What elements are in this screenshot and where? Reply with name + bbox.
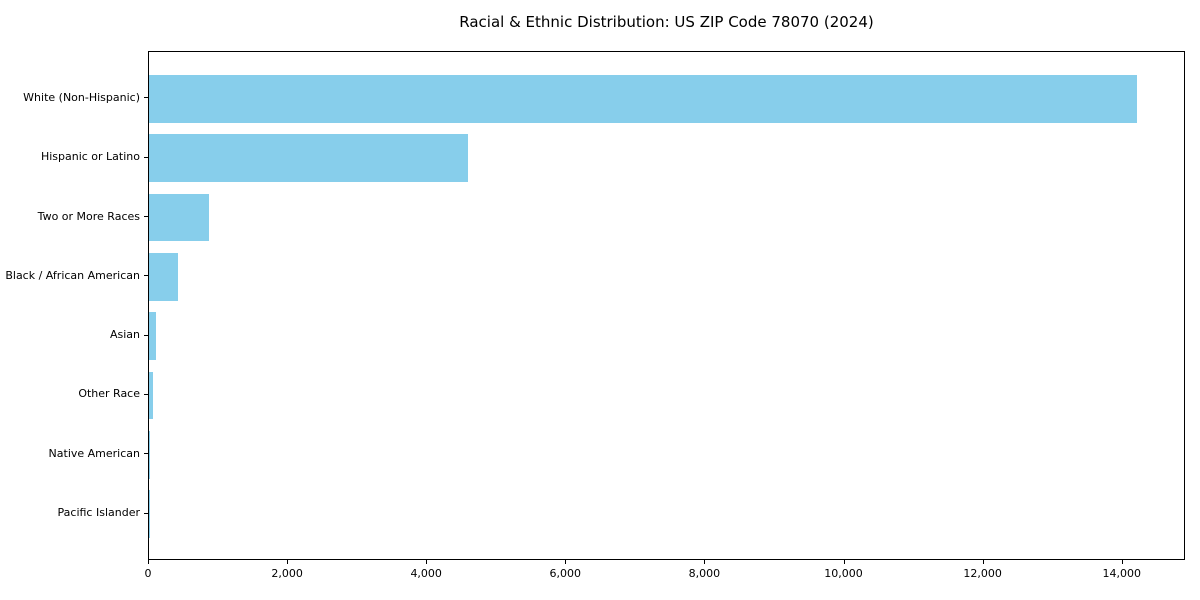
x-tick-mark (426, 560, 428, 564)
plot-area (148, 51, 1185, 560)
x-tick-mark (148, 560, 149, 564)
y-tick-mark (144, 275, 148, 277)
x-tick-label-4000: 4,000 (410, 567, 442, 580)
x-tick-label-2000: 2,000 (271, 567, 303, 580)
y-tick-mark (144, 216, 148, 217)
y-tick-mark (144, 97, 148, 99)
x-tick-mark (1121, 560, 1123, 564)
x-tick-mark (287, 560, 289, 564)
y-tick-mark (144, 453, 148, 455)
y-axis-label-asian: Asian (109, 328, 140, 342)
x-tick-label-10000: 10,000 (824, 567, 863, 580)
x-tick-mark (843, 560, 845, 564)
bar-black-african-american (149, 253, 179, 301)
x-tick-label-14000: 14,000 (1102, 567, 1141, 580)
x-tick-label-6000: 6,000 (549, 567, 582, 580)
bar-other-race (149, 371, 154, 420)
x-tick-label-0: 0 (144, 567, 152, 580)
x-tick-mark (982, 560, 984, 564)
y-axis-label-black-african-american: Black / African American (5, 268, 140, 282)
y-tick-mark (144, 512, 148, 514)
x-tick-label-12000: 12,000 (963, 567, 1002, 580)
bar-native-american (149, 431, 151, 479)
y-tick-mark (144, 334, 148, 336)
x-tick-mark (704, 560, 706, 564)
y-tick-mark (144, 156, 148, 158)
bar-hispanic-or-latino (149, 134, 468, 182)
y-tick-mark (144, 393, 148, 395)
y-axis-label-pacific-islander: Pacific Islander (57, 506, 140, 520)
y-axis-label-white-non-hispanic: White (Non-Hispanic) (23, 90, 140, 104)
x-tick-mark (565, 560, 567, 564)
bar-two-or-more-races (149, 193, 209, 242)
y-axis-label-two-or-more-races: Two or More Races (37, 209, 140, 223)
x-tick-label-8000: 8,000 (688, 567, 721, 580)
chart-title: Racial & Ethnic Distribution: US ZIP Cod… (459, 13, 874, 31)
bar-asian (149, 312, 157, 360)
y-axis-label-other-race: Other Race (78, 387, 140, 401)
y-axis-label-hispanic-or-latino: Hispanic or Latino (40, 150, 140, 164)
y-axis-label-native-american: Native American (48, 446, 140, 460)
bar-white-non-hispanic (149, 75, 1137, 123)
